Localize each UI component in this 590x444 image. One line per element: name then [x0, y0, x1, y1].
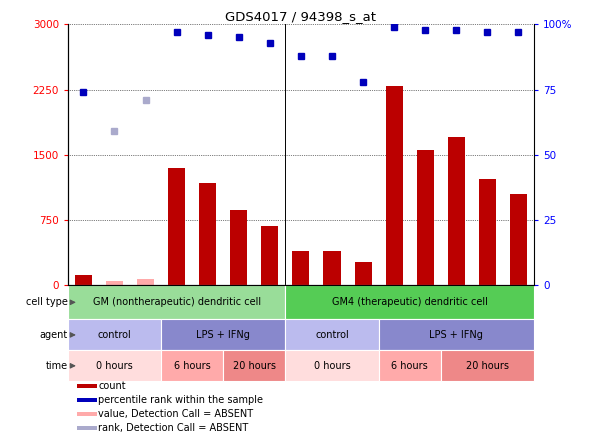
- Text: agent: agent: [40, 330, 68, 340]
- Bar: [323, 251, 340, 285]
- Bar: [379, 320, 534, 350]
- Bar: [161, 350, 223, 381]
- Bar: [286, 285, 534, 320]
- Text: control: control: [315, 330, 349, 340]
- Bar: [75, 275, 92, 285]
- Bar: [161, 320, 286, 350]
- Text: 0 hours: 0 hours: [314, 361, 350, 371]
- Text: count: count: [98, 381, 126, 391]
- Title: GDS4017 / 94398_s_at: GDS4017 / 94398_s_at: [225, 10, 376, 23]
- Bar: [77, 412, 97, 416]
- Bar: [230, 210, 247, 285]
- Bar: [168, 168, 185, 285]
- Bar: [68, 285, 286, 320]
- Bar: [448, 137, 465, 285]
- Bar: [77, 398, 97, 402]
- Bar: [77, 426, 97, 430]
- Text: GM (nontherapeutic) dendritic cell: GM (nontherapeutic) dendritic cell: [93, 297, 261, 307]
- Text: LPS + IFNg: LPS + IFNg: [196, 330, 250, 340]
- Bar: [223, 350, 286, 381]
- Bar: [355, 262, 372, 285]
- Text: LPS + IFNg: LPS + IFNg: [430, 330, 483, 340]
- Text: rank, Detection Call = ABSENT: rank, Detection Call = ABSENT: [98, 423, 248, 433]
- Bar: [68, 350, 161, 381]
- Bar: [261, 226, 278, 285]
- Bar: [286, 350, 379, 381]
- Bar: [77, 384, 97, 388]
- Text: control: control: [97, 330, 132, 340]
- Bar: [441, 350, 534, 381]
- Bar: [68, 320, 161, 350]
- Bar: [417, 150, 434, 285]
- Text: time: time: [46, 361, 68, 371]
- Bar: [293, 251, 309, 285]
- Bar: [510, 194, 527, 285]
- Text: 20 hours: 20 hours: [233, 361, 276, 371]
- Bar: [106, 281, 123, 285]
- Bar: [286, 320, 379, 350]
- Bar: [199, 182, 216, 285]
- Bar: [479, 179, 496, 285]
- Text: 0 hours: 0 hours: [96, 361, 133, 371]
- Text: 20 hours: 20 hours: [466, 361, 509, 371]
- Text: GM4 (therapeutic) dendritic cell: GM4 (therapeutic) dendritic cell: [332, 297, 487, 307]
- Bar: [379, 350, 441, 381]
- Text: value, Detection Call = ABSENT: value, Detection Call = ABSENT: [98, 409, 253, 419]
- Text: cell type: cell type: [26, 297, 68, 307]
- Bar: [137, 279, 154, 285]
- Bar: [386, 86, 402, 285]
- Text: 6 hours: 6 hours: [174, 361, 211, 371]
- Text: 6 hours: 6 hours: [391, 361, 428, 371]
- Text: percentile rank within the sample: percentile rank within the sample: [98, 395, 263, 405]
